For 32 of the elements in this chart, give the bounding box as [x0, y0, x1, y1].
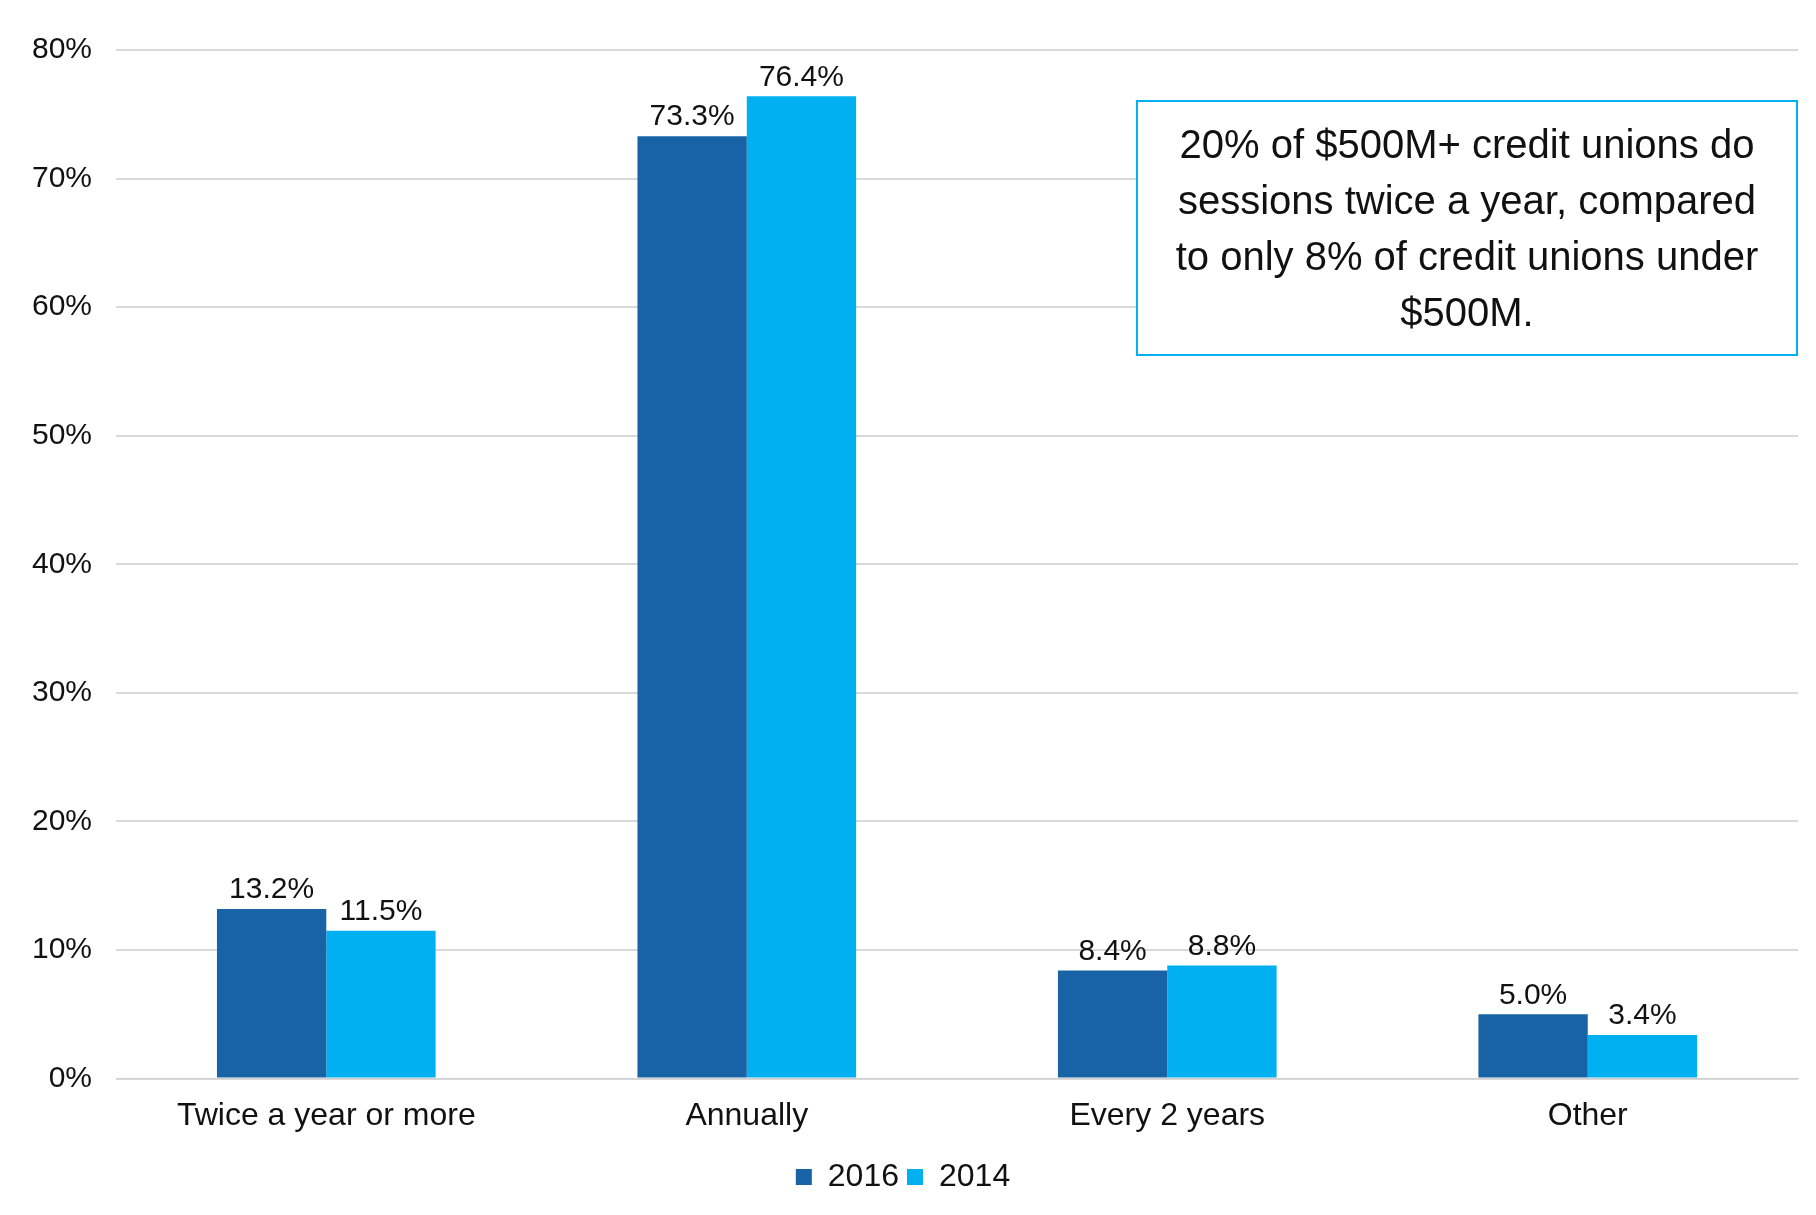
- y-tick-label: 50%: [32, 416, 93, 450]
- annotation: 20% of $500M+ credit unions do sessions twice a year, compared to only 8% of credit unions under $500M.: [1136, 100, 1798, 356]
- legend-label: 2016: [827, 1156, 899, 1193]
- y-tick-label: 80%: [32, 31, 93, 65]
- x-tick-label: Twice a year or more: [176, 1095, 476, 1132]
- y-tick-label: 0%: [48, 1059, 93, 1093]
- data-label: 73.3%: [649, 98, 735, 132]
- bar: [1478, 1014, 1588, 1078]
- y-tick-label: 30%: [32, 674, 93, 708]
- bar: [1057, 970, 1168, 1078]
- data-label: 76.4%: [758, 58, 844, 92]
- y-tick-label: 40%: [32, 545, 93, 579]
- data-label: 5.0%: [1498, 976, 1568, 1010]
- data-label: 13.2%: [229, 871, 315, 905]
- data-label: 8.4%: [1078, 932, 1147, 966]
- bar: [746, 96, 857, 1078]
- data-label: 3.4%: [1608, 997, 1677, 1031]
- x-tick-label: Other: [1547, 1095, 1629, 1132]
- bar: [1587, 1034, 1698, 1078]
- bar: [637, 136, 747, 1078]
- y-tick-label: 70%: [32, 159, 93, 193]
- y-tick-label: 60%: [32, 288, 93, 322]
- bar: [1167, 965, 1277, 1078]
- data-label: 11.5%: [339, 893, 423, 926]
- legend-label: 2014: [939, 1156, 1011, 1193]
- bar: [216, 908, 327, 1078]
- x-tick-label: Annually: [685, 1095, 809, 1132]
- y-tick-label: 10%: [32, 931, 93, 965]
- data-label: 8.8%: [1187, 927, 1257, 961]
- x-tick-label: Every 2 years: [1069, 1095, 1266, 1132]
- bar: [326, 930, 436, 1078]
- y-tick-label: 20%: [32, 802, 93, 836]
